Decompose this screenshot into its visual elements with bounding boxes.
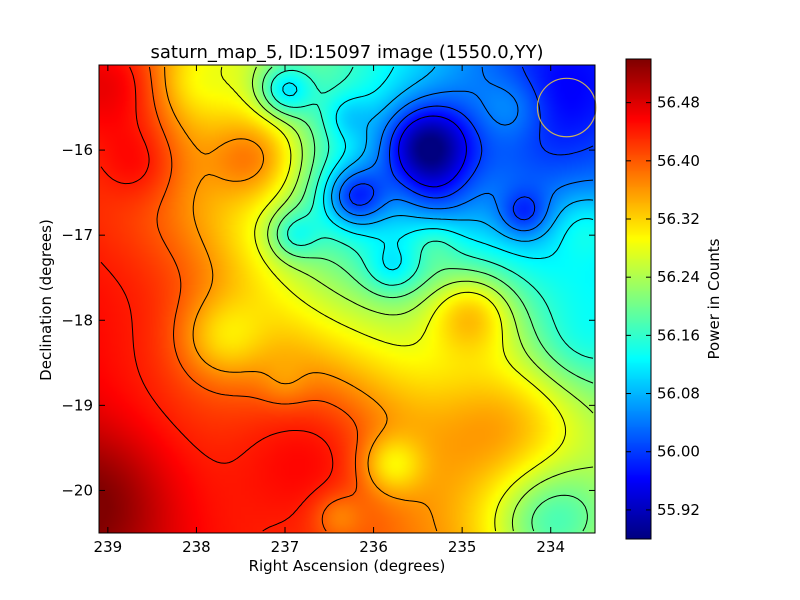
chart-title: saturn_map_5, ID:15097 image (1550.0,YY) — [151, 42, 544, 63]
x-tick-label: 238 — [182, 538, 211, 556]
colorbar-tick-label: 56.48 — [657, 94, 700, 112]
contour-line — [164, 66, 438, 532]
x-tick-label: 235 — [448, 538, 477, 556]
colorbar-tick-label: 56.08 — [657, 385, 700, 403]
colorbar-gradient — [626, 59, 651, 539]
y-tick-label: −18 — [61, 311, 93, 329]
contour-line — [251, 66, 594, 532]
contour-line — [282, 66, 594, 271]
source-marker — [536, 77, 597, 138]
contour-line — [348, 66, 594, 221]
x-tick-label: 234 — [536, 538, 565, 556]
x-tick-label: 237 — [271, 538, 300, 556]
contour-line — [100, 66, 334, 532]
colorbar-tick-label: 56.40 — [657, 152, 700, 170]
colorbar-tick-label: 56.00 — [657, 443, 700, 461]
colorbar-tick-label: 55.92 — [657, 501, 700, 519]
y-tick-label: −17 — [61, 226, 93, 244]
contour-lines — [100, 66, 594, 532]
colorbar-tick-label: 56.16 — [657, 326, 700, 344]
y-axis-ticks: −16 −17 −18 −19 −20 — [61, 141, 595, 499]
contour-line — [338, 66, 594, 232]
y-tick-label: −20 — [61, 481, 93, 499]
x-tick-label: 239 — [94, 538, 123, 556]
contour-line — [262, 66, 594, 532]
contour-line — [220, 66, 567, 532]
colorbar: 55.92 56.00 56.08 56.16 56.24 56.32 56.40 56.48… — [625, 58, 723, 540]
contour-line — [148, 66, 358, 532]
colorbar-tick-label: 56.32 — [657, 210, 700, 228]
x-axis-ticks: 239 238 237 236 235 234 — [94, 65, 565, 556]
y-tick-label: −16 — [61, 141, 93, 159]
plot-area: 239 238 237 236 235 234 −16 −17 −18 −19 −20 — [61, 64, 597, 556]
contour-line — [331, 66, 594, 242]
contour-line — [398, 115, 467, 188]
plot-frame — [98, 64, 596, 534]
colorbar-label: Power in Counts — [705, 238, 723, 359]
y-axis-label: Declination (degrees) — [37, 219, 55, 381]
contour-line — [270, 66, 594, 359]
x-axis-label: Right Ascension (degrees) — [249, 557, 446, 575]
colorbar-frame — [625, 58, 652, 540]
y-tick-label: −19 — [61, 396, 93, 414]
x-tick-label: 236 — [359, 538, 388, 556]
colorbar-tick-label: 56.24 — [657, 268, 700, 286]
colorbar-ticks: 55.92 56.00 56.08 56.16 56.24 56.32 56.40 56.48 — [626, 94, 700, 519]
